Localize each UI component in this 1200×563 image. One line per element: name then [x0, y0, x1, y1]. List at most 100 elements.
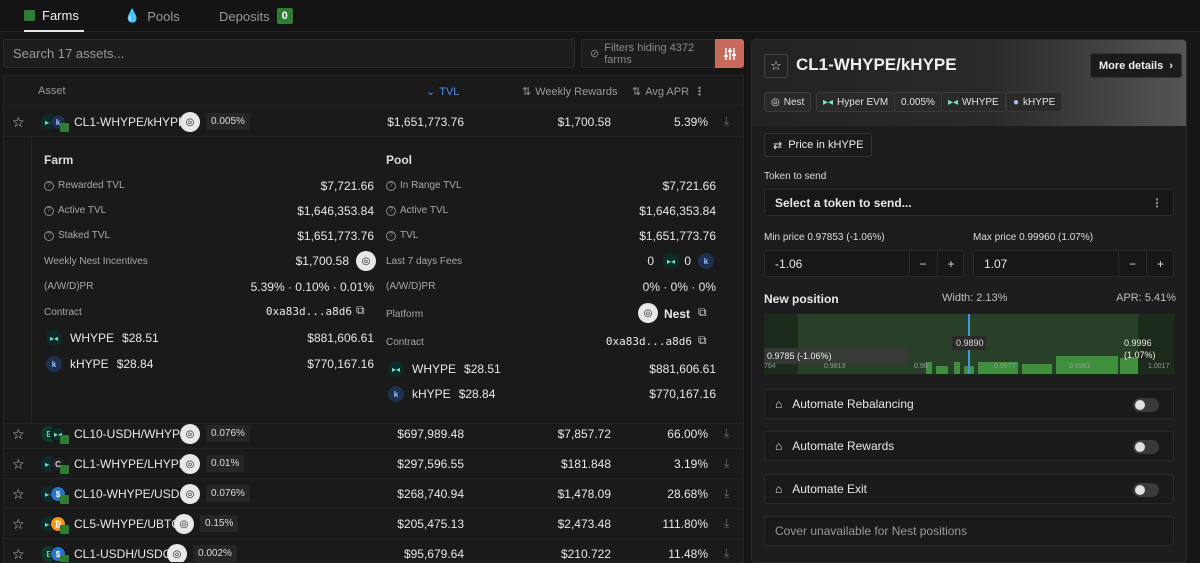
tab-deposits[interactable]: Deposits 0 [219, 0, 293, 32]
star-icon[interactable]: ☆ [764, 54, 788, 78]
tab-farms[interactable]: Farms [24, 0, 84, 32]
fee-badge: 0.076% [206, 425, 250, 442]
staked-tvl-label: ? Staked TVL [44, 230, 110, 241]
drop-icon: 💧 [124, 8, 141, 23]
star-icon[interactable]: ☆ [12, 114, 25, 130]
pair-name: CL1-WHYPE/LHYPE [74, 457, 187, 471]
token-price: $28.51 [464, 362, 501, 376]
more-vert-icon: ⋮ [1151, 195, 1163, 210]
download-icon[interactable]: ⤓ [724, 426, 730, 440]
price-in-toggle[interactable]: ⇄ Price in kHYPE [764, 133, 873, 157]
current-price-tag [952, 336, 986, 350]
max-decrement-button[interactable]: − [1118, 251, 1146, 276]
nest-icon: ◎ [174, 514, 194, 534]
automate-exit-row[interactable]: ⌂ Automate Exit [764, 474, 1174, 504]
search-input[interactable]: Search 17 assets... [3, 39, 575, 68]
col-avg-apr[interactable]: ⇅ Avg APR [632, 85, 690, 99]
tag-fee: 0.005% [894, 92, 942, 112]
col-asset[interactable]: Asset [38, 85, 66, 97]
fee-badge: 0.002% [193, 545, 237, 562]
table-row[interactable]: ☆ ▸◂ ₿ CL5-WHYPE/UBTC ◎ 0.15% $205,475.1… [4, 509, 743, 539]
sort-icon: ⇅ [522, 86, 532, 98]
star-icon[interactable]: ☆ [12, 516, 25, 532]
automate-rewards-row[interactable]: ⌂ Automate Rewards [764, 431, 1174, 461]
weekly-value: $7,857.72 [557, 427, 611, 441]
table-row[interactable]: ☆ ▸◂ k CL1-WHYPE/kHYPE ◎ 0.005% $1,651,7… [4, 107, 743, 137]
token-to-send-label: Token to send [764, 171, 827, 182]
eye-off-icon: ⊘ [590, 48, 600, 60]
apr-value: 111.80% [662, 517, 708, 531]
whype-icon: ▸◂ [46, 330, 62, 346]
tvl-value: $95,679.64 [403, 547, 464, 561]
tick-label: 764 [764, 363, 776, 370]
table-row[interactable]: ☆ E $ CL1-USDH/USDC ◎ 0.002% $95,679.64 … [4, 539, 743, 562]
external-link-icon[interactable]: ⧉ [698, 333, 707, 347]
pair-name: CL10-WHYPE/USDC [74, 487, 189, 501]
more-vert-icon[interactable]: ⋮ [694, 86, 705, 98]
filter-settings-button[interactable] [715, 39, 744, 68]
min-price-input[interactable]: -1.06 [764, 250, 964, 277]
nest-icon: ◎ [180, 454, 200, 474]
weekly-incentives-label: Weekly Nest Incentives [44, 256, 148, 267]
chevron-right-icon: › [1169, 59, 1173, 72]
pool-contract-address[interactable]: 0xa83d...a8d6 [605, 335, 692, 348]
download-icon[interactable]: ⤓ [724, 486, 730, 500]
col-tvl[interactable]: ⌄ TVL [426, 85, 460, 99]
search-placeholder: Search 17 assets... [13, 46, 125, 61]
star-icon[interactable]: ☆ [12, 426, 25, 442]
min-price-tag [764, 348, 908, 364]
automate-rewards-toggle[interactable] [1133, 440, 1159, 454]
max-price-input[interactable]: 1.07 [973, 250, 1174, 277]
token-select[interactable]: Select a token to send... ⋮ [764, 189, 1174, 216]
contract-address[interactable]: 0xa83d...a8d6 [265, 305, 352, 318]
automate-exit-toggle[interactable] [1133, 483, 1159, 497]
contract-label: Contract [44, 307, 82, 318]
download-icon[interactable]: ⤓ [724, 456, 730, 470]
download-icon[interactable]: ⤓ [724, 114, 730, 128]
liquidity-range-chart[interactable] [764, 314, 1174, 374]
range-max-label: 0.9996 (1.07%) [1124, 337, 1156, 361]
star-icon[interactable]: ☆ [12, 456, 25, 472]
chevron-down-icon: ⌄ [426, 86, 436, 98]
token-price: $28.51 [122, 331, 159, 345]
tag-nest: ◎ Nest [764, 92, 812, 112]
table-row[interactable]: ☆ ▸◂ $ CL10-WHYPE/USDC ◎ 0.076% $268,740… [4, 479, 743, 509]
pair-icons: ▸◂ $ [41, 485, 71, 504]
external-link-icon[interactable]: ⧉ [356, 303, 365, 317]
external-link-icon[interactable]: ⧉ [698, 305, 707, 319]
range-min-label: 0.9785 (-1.06%) [767, 351, 832, 361]
hyper-evm-icon: ▸◂ [823, 96, 834, 108]
table-row[interactable]: ☆ E ▸◂ CL10-USDH/WHYPE ◎ 0.076% $697,989… [4, 419, 743, 449]
tab-pools[interactable]: 💧 Pools [124, 0, 180, 32]
min-decrement-button[interactable]: − [909, 251, 936, 276]
automate-rebalancing-row[interactable]: ⌂ Automate Rebalancing [764, 389, 1174, 419]
apr-value: 66.00% [667, 427, 708, 441]
min-increment-button[interactable]: + [937, 251, 964, 276]
filters-indicator[interactable]: ⊘ Filters hiding 4372 farms [581, 39, 715, 68]
farm-badge-icon [60, 123, 69, 132]
weekly-value: $210.722 [560, 547, 611, 561]
download-icon[interactable]: ⤓ [724, 546, 730, 560]
star-icon[interactable]: ☆ [12, 486, 25, 502]
awdpr-label: (A/W/D)PR [44, 281, 94, 292]
tick-label: 0.98 [914, 363, 928, 370]
weekly-value: $2,473.48 [557, 517, 611, 531]
help-icon: ? [44, 205, 54, 216]
tag-whype: ▸◂ WHYPE [941, 92, 1006, 112]
khype-icon: k [46, 356, 62, 372]
automate-rewards-label: Automate Rewards [792, 439, 895, 453]
automate-exit-label: Automate Exit [792, 482, 867, 496]
farm-badge-icon [60, 435, 69, 444]
khype-icon: ● [1013, 96, 1020, 108]
automate-rebalancing-toggle[interactable] [1133, 398, 1159, 412]
fee-badge: 0.076% [206, 485, 250, 502]
more-details-button[interactable]: More details › [1090, 53, 1182, 78]
whype-icon: ▸◂ [948, 96, 959, 108]
tab-pools-label: Pools [147, 8, 180, 24]
table-row[interactable]: ☆ ▸◂ C CL1-WHYPE/LHYPE ◎ 0.01% $297,596.… [4, 449, 743, 479]
download-icon[interactable]: ⤓ [724, 516, 730, 530]
max-increment-button[interactable]: + [1146, 251, 1174, 276]
staked-tvl-value: $1,651,773.76 [297, 229, 374, 243]
star-icon[interactable]: ☆ [12, 546, 25, 562]
col-weekly-rewards[interactable]: ⇅ Weekly Rewards [522, 85, 618, 99]
